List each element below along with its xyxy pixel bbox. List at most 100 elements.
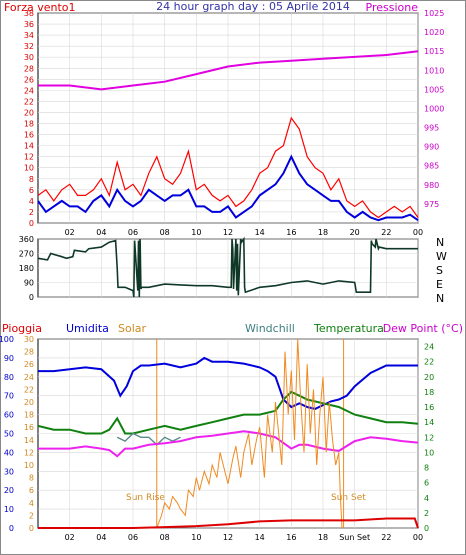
wind-tick-label: 4 — [29, 197, 34, 206]
wind-direction-line — [37, 236, 418, 298]
wind-x-tick-label: 22 — [381, 228, 391, 237]
humidity-tick-label: 80 — [4, 373, 14, 382]
wind-x-tick-label: 04 — [96, 228, 106, 237]
wind-tick-label: 14 — [24, 142, 34, 151]
temperature-tick-label: 24 — [424, 343, 434, 352]
pressure-tick-label: 980 — [424, 181, 439, 190]
solar-tick-label: 24 — [24, 373, 34, 382]
solar-tick-label: 20 — [24, 398, 34, 407]
direction-tick-label: 0 — [29, 293, 34, 302]
climate-x-tick-label: 16 — [286, 533, 296, 542]
dir-label-s: S — [436, 264, 443, 277]
temperature-tick-label: 22 — [424, 358, 434, 367]
dir-label-n2: N — [436, 292, 444, 305]
temperature-tick-label: 10 — [424, 448, 434, 457]
solar-tick-label: 8 — [29, 474, 34, 483]
humidity-tick-label: 50 — [4, 430, 14, 439]
solar-tick-label: 6 — [29, 486, 34, 495]
climate-x-tick-label: 10 — [191, 533, 201, 542]
climate-x-tick-label: 08 — [160, 533, 170, 542]
direction-tick-label: 90 — [24, 279, 34, 288]
humidity-tick-label: 0 — [9, 524, 14, 533]
direction-letters: N W S E N — [436, 236, 447, 305]
wind-tick-label: 24 — [24, 86, 34, 95]
wind-tick-label: 38 — [24, 9, 34, 18]
wind-tick-label: 32 — [24, 42, 34, 51]
wind-tick-label: 0 — [29, 219, 34, 228]
wind-tick-label: 6 — [29, 186, 34, 195]
pressure-tick-label: 1000 — [424, 104, 444, 113]
dewpoint-line — [38, 430, 419, 458]
wind-x-tick-label: 12 — [223, 228, 233, 237]
windchill-line — [116, 432, 181, 446]
climate-x-tick-label: 18 — [318, 533, 328, 542]
pressure-tick-label: 1005 — [424, 85, 444, 94]
direction-tick-label: 180 — [19, 264, 34, 273]
temperature-tick-label: 18 — [424, 388, 434, 397]
legend-temperatura: Temperatura — [313, 322, 384, 335]
wind-tick-label: 30 — [24, 53, 34, 62]
chart-marks: 0246810121416182022242628303234363897598… — [0, 9, 444, 542]
climate-x-tick-label: 22 — [381, 533, 391, 542]
solar-tick-label: 30 — [24, 335, 34, 344]
legend-solar: Solar — [118, 322, 147, 335]
legend-windchill: Windchill — [245, 322, 295, 335]
humidity-tick-label: 30 — [4, 467, 14, 476]
wind-x-tick-label: 14 — [255, 228, 265, 237]
solar-line — [156, 338, 343, 529]
sun-set-label: Sun Set — [331, 493, 366, 503]
humidity-tick-label: 60 — [4, 411, 14, 420]
pressure-tick-label: 990 — [424, 143, 439, 152]
temperature-tick-label: 20 — [424, 373, 434, 382]
temperature-tick-label: 12 — [424, 433, 434, 442]
pressure-line — [38, 50, 419, 91]
solar-tick-label: 22 — [24, 385, 34, 394]
solar-tick-label: 0 — [29, 524, 34, 533]
solar-tick-label: 12 — [24, 448, 34, 457]
direction-tick-label: 270 — [19, 250, 34, 259]
climate-x-tick-label: Sun Set — [339, 533, 370, 542]
temperature-tick-label: 2 — [424, 509, 429, 518]
wind-tick-label: 16 — [24, 131, 34, 140]
wind-x-tick-label: 08 — [160, 228, 170, 237]
wind-x-tick-label: 18 — [318, 228, 328, 237]
solar-tick-label: 26 — [24, 360, 34, 369]
climate-x-tick-label: 12 — [223, 533, 233, 542]
climate-x-tick-label: 00 — [413, 533, 423, 542]
temperature-tick-label: 6 — [424, 479, 429, 488]
pressure-tick-label: 995 — [424, 124, 439, 133]
legend-pioggia: Pioggia — [2, 322, 42, 335]
temperature-line — [37, 390, 419, 435]
humidity-line — [38, 356, 418, 410]
wind-x-tick-label: 10 — [191, 228, 201, 237]
temperature-tick-label: 8 — [424, 464, 429, 473]
wind-x-tick-label: 00 — [413, 228, 423, 237]
wind-gust-line — [37, 116, 419, 219]
solar-tick-label: 10 — [24, 461, 34, 470]
wind-x-tick-label: 16 — [286, 228, 296, 237]
chart-title: 24 hour graph day : 05 Aprile 2014 — [156, 0, 350, 13]
rain-line — [38, 517, 419, 529]
wind-x-tick-label: 20 — [350, 228, 360, 237]
wind-x-tick-label: 06 — [128, 228, 138, 237]
wind-tick-label: 28 — [24, 64, 34, 73]
wind-tick-label: 36 — [24, 20, 34, 29]
dir-label-n1: N — [436, 236, 444, 249]
pressure-tick-label: 1010 — [424, 66, 444, 75]
wind-tick-label: 10 — [24, 164, 34, 173]
direction-tick-label: 360 — [19, 235, 34, 244]
solar-tick-label: 2 — [29, 511, 34, 520]
wind-tick-label: 22 — [24, 97, 34, 106]
wind-average-line — [37, 154, 419, 222]
solar-tick-label: 4 — [29, 499, 34, 508]
wind-tick-label: 20 — [24, 108, 34, 117]
solar-tick-label: 28 — [24, 348, 34, 357]
wind-tick-label: 12 — [24, 153, 34, 162]
dir-label-e: E — [436, 278, 443, 291]
solar-tick-label: 18 — [24, 411, 34, 420]
wind-tick-label: 34 — [24, 31, 34, 40]
pressure-tick-label: 975 — [424, 200, 439, 209]
humidity-tick-label: 90 — [4, 354, 14, 363]
